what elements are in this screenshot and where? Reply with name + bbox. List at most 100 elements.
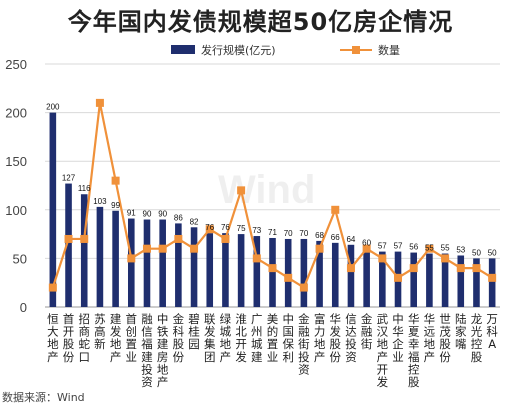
line-point xyxy=(284,273,293,282)
bar xyxy=(190,227,198,307)
x-tick-label: 陆家嘴 xyxy=(455,312,467,351)
line-point xyxy=(142,244,151,253)
data-label: 70 xyxy=(299,229,308,238)
data-label: 76 xyxy=(221,223,230,232)
data-label: 60 xyxy=(362,239,371,248)
y-tick-label: 0 xyxy=(20,300,27,315)
bar xyxy=(65,183,72,307)
x-axis: 恒大地产首开股份招商蛇口苏高新建发地产首创置业融信福建投资中铁建房地产金科股份碧… xyxy=(47,312,498,389)
bar xyxy=(426,253,433,307)
data-label: 103 xyxy=(93,197,107,206)
data-label: 99 xyxy=(111,201,120,210)
bar xyxy=(284,238,292,307)
data-label: 50 xyxy=(472,248,481,257)
x-tick-label: 美的置业 xyxy=(267,312,279,364)
line-point xyxy=(64,234,73,243)
source-note: 数据来源：Wind xyxy=(2,391,85,404)
x-tick-label: 中铁建房地产 xyxy=(157,312,169,389)
line-point xyxy=(95,98,104,107)
data-label: 116 xyxy=(78,184,91,193)
line-point xyxy=(456,264,465,273)
chart-title: 今年国内发债规模超50亿房企情况 xyxy=(67,8,454,36)
legend-bar-swatch xyxy=(171,45,195,54)
bar xyxy=(441,253,449,307)
bar xyxy=(206,233,214,307)
line-point xyxy=(111,176,120,185)
data-label: 55 xyxy=(441,244,450,253)
bar xyxy=(269,237,276,307)
bar xyxy=(222,233,229,307)
line-point xyxy=(174,234,183,243)
data-label: 50 xyxy=(488,248,497,257)
bar xyxy=(127,218,135,307)
line-series xyxy=(48,98,497,292)
line-point xyxy=(315,244,324,253)
line-point xyxy=(488,273,497,282)
line-point xyxy=(378,254,387,263)
bar xyxy=(80,194,88,307)
line-point xyxy=(362,244,371,253)
line-point xyxy=(237,186,246,195)
y-tick-label: 200 xyxy=(5,106,27,121)
x-tick-label: 信达投资 xyxy=(345,312,357,364)
x-tick-label: 首创置业 xyxy=(126,312,138,364)
bar xyxy=(112,210,119,307)
x-tick-label: 恒大地产 xyxy=(47,312,59,364)
data-label: 73 xyxy=(252,226,261,235)
x-tick-label: 招商蛇口 xyxy=(78,312,90,364)
bar xyxy=(457,255,465,307)
data-label: 70 xyxy=(284,229,293,238)
x-tick-label: 中国保利 xyxy=(282,312,294,364)
y-tick-label: 250 xyxy=(5,57,27,72)
data-label: 66 xyxy=(331,233,340,242)
x-tick-label: 联发集团 xyxy=(204,312,216,364)
x-tick-label: 金融街投资 xyxy=(298,312,310,376)
legend-bar-label: 发行规模(亿元) xyxy=(201,43,276,57)
data-label: 68 xyxy=(315,231,324,240)
watermark: Wind xyxy=(218,168,315,212)
x-tick-label: 金融街 xyxy=(361,312,373,351)
y-tick-label: 100 xyxy=(5,203,27,218)
data-label: 56 xyxy=(409,243,418,252)
line-point xyxy=(268,264,277,273)
x-tick-label: 世茂股份 xyxy=(439,312,451,364)
bar xyxy=(331,242,339,307)
line-point xyxy=(221,234,230,243)
data-label: 53 xyxy=(456,245,465,254)
line-point xyxy=(190,244,199,253)
x-tick-label: 淮北开发 xyxy=(235,312,247,364)
line-point xyxy=(425,244,434,253)
line-point xyxy=(441,254,450,263)
bar xyxy=(159,219,166,307)
y-tick-label: 50 xyxy=(13,251,27,266)
x-tick-label: 万科 A xyxy=(486,312,498,351)
bar xyxy=(410,252,418,307)
bar xyxy=(49,112,57,307)
x-tick-label: 龙光控股 xyxy=(471,312,483,364)
data-label: 86 xyxy=(174,213,183,222)
x-tick-label: 建发地产 xyxy=(110,312,122,364)
data-label: 57 xyxy=(394,242,403,251)
line-point xyxy=(331,205,340,214)
x-tick-label: 富力地产 xyxy=(314,312,326,364)
bar xyxy=(363,248,370,307)
bar xyxy=(379,251,386,307)
y-tick-label: 150 xyxy=(5,154,27,169)
x-tick-label: 华发股份 xyxy=(330,312,342,364)
bar xyxy=(316,240,323,307)
bar xyxy=(237,234,245,307)
data-label: 64 xyxy=(346,235,355,244)
x-tick-label: 广州城建 xyxy=(251,312,263,364)
line-point xyxy=(346,264,355,273)
bar xyxy=(488,258,496,307)
x-tick-label: 中华企业 xyxy=(392,312,404,364)
y-axis: 0 50 100 150 200 250 xyxy=(5,57,27,315)
x-tick-label: 苏高新 xyxy=(94,312,106,351)
line-point xyxy=(409,264,418,273)
bar xyxy=(253,236,261,307)
data-label: 82 xyxy=(190,217,199,226)
x-tick-label: 金科股份 xyxy=(173,312,185,364)
bar xyxy=(347,244,355,307)
